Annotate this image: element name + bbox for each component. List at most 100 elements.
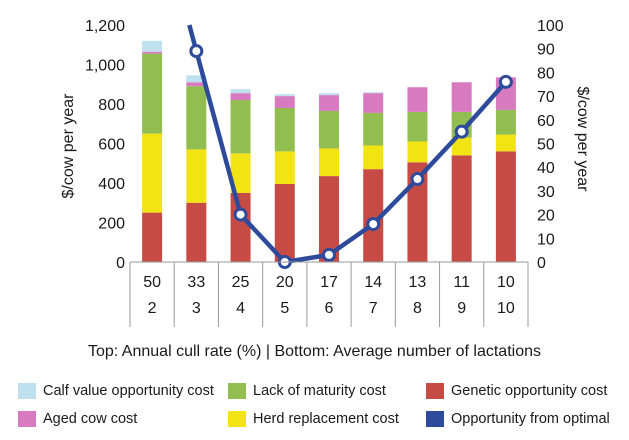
bar-segment — [274, 107, 295, 152]
category-top-label: 13 — [409, 274, 427, 291]
legend-swatch — [228, 383, 246, 399]
bar-segment — [363, 169, 384, 262]
line-point — [233, 207, 248, 222]
right-tick-label: 70 — [537, 89, 555, 106]
category-bottom-label: 6 — [325, 300, 334, 317]
right-y-axis-title: $/cow per year — [574, 87, 591, 193]
bar-segment — [274, 96, 295, 108]
right-tick-label: 50 — [537, 137, 555, 154]
bar-segment — [495, 109, 516, 135]
opportunity-line — [187, 24, 513, 269]
bar-segment — [274, 94, 295, 97]
bar-segment — [230, 89, 251, 94]
bar-segment — [407, 111, 428, 142]
bar-segment — [363, 92, 384, 94]
right-tick-label: 40 — [537, 160, 555, 177]
legend-swatch — [18, 383, 36, 399]
bar-segment — [407, 141, 428, 163]
category-bottom-label: 2 — [148, 300, 157, 317]
bar-segment — [142, 53, 163, 134]
bar-segment — [230, 153, 251, 193]
category-bottom-label: 9 — [457, 300, 466, 317]
legend-label: Aged cow cost — [43, 411, 138, 427]
bar-segment — [230, 192, 251, 262]
category-top-label: 17 — [320, 274, 338, 291]
bar-segment — [451, 137, 472, 156]
legend-item: Herd replacement cost — [228, 411, 399, 427]
right-tick-label: 60 — [537, 113, 555, 130]
right-tick-label: 80 — [537, 65, 555, 82]
legend-item: Lack of maturity cost — [228, 383, 386, 399]
legend-item: Aged cow cost — [18, 411, 137, 427]
bar-segment — [363, 145, 384, 170]
category-top-label: 14 — [364, 274, 382, 291]
left-y-axis-title: $/cow per year — [60, 93, 77, 199]
chart: 0 200 400 600 800 1,000 1,200 0 10 20 30 40 50 60 70 8… — [60, 18, 591, 327]
category-top-label: 25 — [232, 274, 250, 291]
left-tick-label: 800 — [98, 97, 125, 114]
bar-segment — [186, 202, 207, 262]
category-bottom-label: 8 — [413, 300, 422, 317]
category-bottom-label: 10 — [497, 300, 515, 317]
legend-label: Lack of maturity cost — [253, 383, 386, 399]
bar-segment — [319, 176, 339, 262]
category-bottom-label: 7 — [369, 300, 378, 317]
right-tick-label: 20 — [537, 208, 555, 225]
category-bottom-label: 5 — [280, 300, 289, 317]
right-tick-label: 90 — [537, 42, 555, 59]
right-tick-label: 30 — [537, 184, 555, 201]
bar-segment — [319, 110, 339, 149]
legend-item: Calf value opportunity cost — [18, 383, 214, 399]
bar-segment — [319, 93, 339, 96]
left-tick-label: 0 — [116, 255, 125, 272]
line-point — [322, 247, 336, 262]
bar-segment — [274, 183, 295, 262]
legend-swatch — [228, 411, 246, 427]
bar-segment — [142, 51, 163, 54]
bars — [142, 40, 516, 262]
bar-segment — [274, 151, 295, 184]
bar-segment — [451, 155, 472, 262]
x-axis-title: Top: Annual cull rate (%) | Bottom: Aver… — [88, 343, 541, 360]
bar-segment — [142, 133, 163, 213]
left-y-axis: 0 200 400 600 800 1,000 1,200 — [85, 18, 125, 272]
category-bottom-label: 4 — [236, 300, 245, 317]
left-tick-label: 400 — [98, 176, 125, 193]
right-tick-label: 0 — [537, 255, 546, 272]
bar-segment — [363, 93, 384, 113]
right-tick-label: 10 — [537, 231, 555, 248]
line-point — [498, 74, 513, 89]
bar-segment — [186, 82, 207, 87]
category-top-label: 10 — [497, 274, 515, 291]
line-point — [410, 172, 425, 187]
legend-label: Genetic opportunity cost — [451, 383, 608, 399]
category-top-label: 50 — [143, 274, 161, 291]
bar-segment — [142, 212, 163, 262]
bar-segment — [186, 149, 207, 203]
legend-label: Herd replacement cost — [253, 411, 399, 427]
legend-label: Opportunity from optimal — [451, 411, 610, 427]
left-tick-label: 200 — [98, 216, 125, 233]
category-top-label: 11 — [453, 274, 470, 291]
legend-item: Genetic opportunity cost — [426, 383, 607, 399]
bar-segment — [319, 148, 339, 177]
legend-swatch — [426, 411, 444, 427]
line-point — [366, 217, 381, 232]
bar-segment — [495, 134, 516, 152]
right-y-axis: 0 10 20 30 40 50 60 70 80 90 100 — [537, 18, 564, 272]
bar-segment — [495, 151, 516, 262]
line-point — [454, 124, 469, 139]
line-point — [189, 44, 204, 59]
right-tick-label: 100 — [537, 18, 564, 35]
bar-segment — [230, 100, 251, 154]
legend-label: Calf value opportunity cost — [43, 383, 214, 399]
left-tick-label: 600 — [98, 137, 125, 154]
bar-segment — [186, 75, 207, 83]
bar-segment — [363, 112, 384, 146]
category-top-label: 20 — [276, 274, 294, 291]
left-tick-label: 1,200 — [85, 18, 125, 35]
left-tick-label: 1,000 — [85, 58, 125, 75]
category-top-label: 33 — [187, 274, 205, 291]
bar-segment — [230, 93, 251, 101]
